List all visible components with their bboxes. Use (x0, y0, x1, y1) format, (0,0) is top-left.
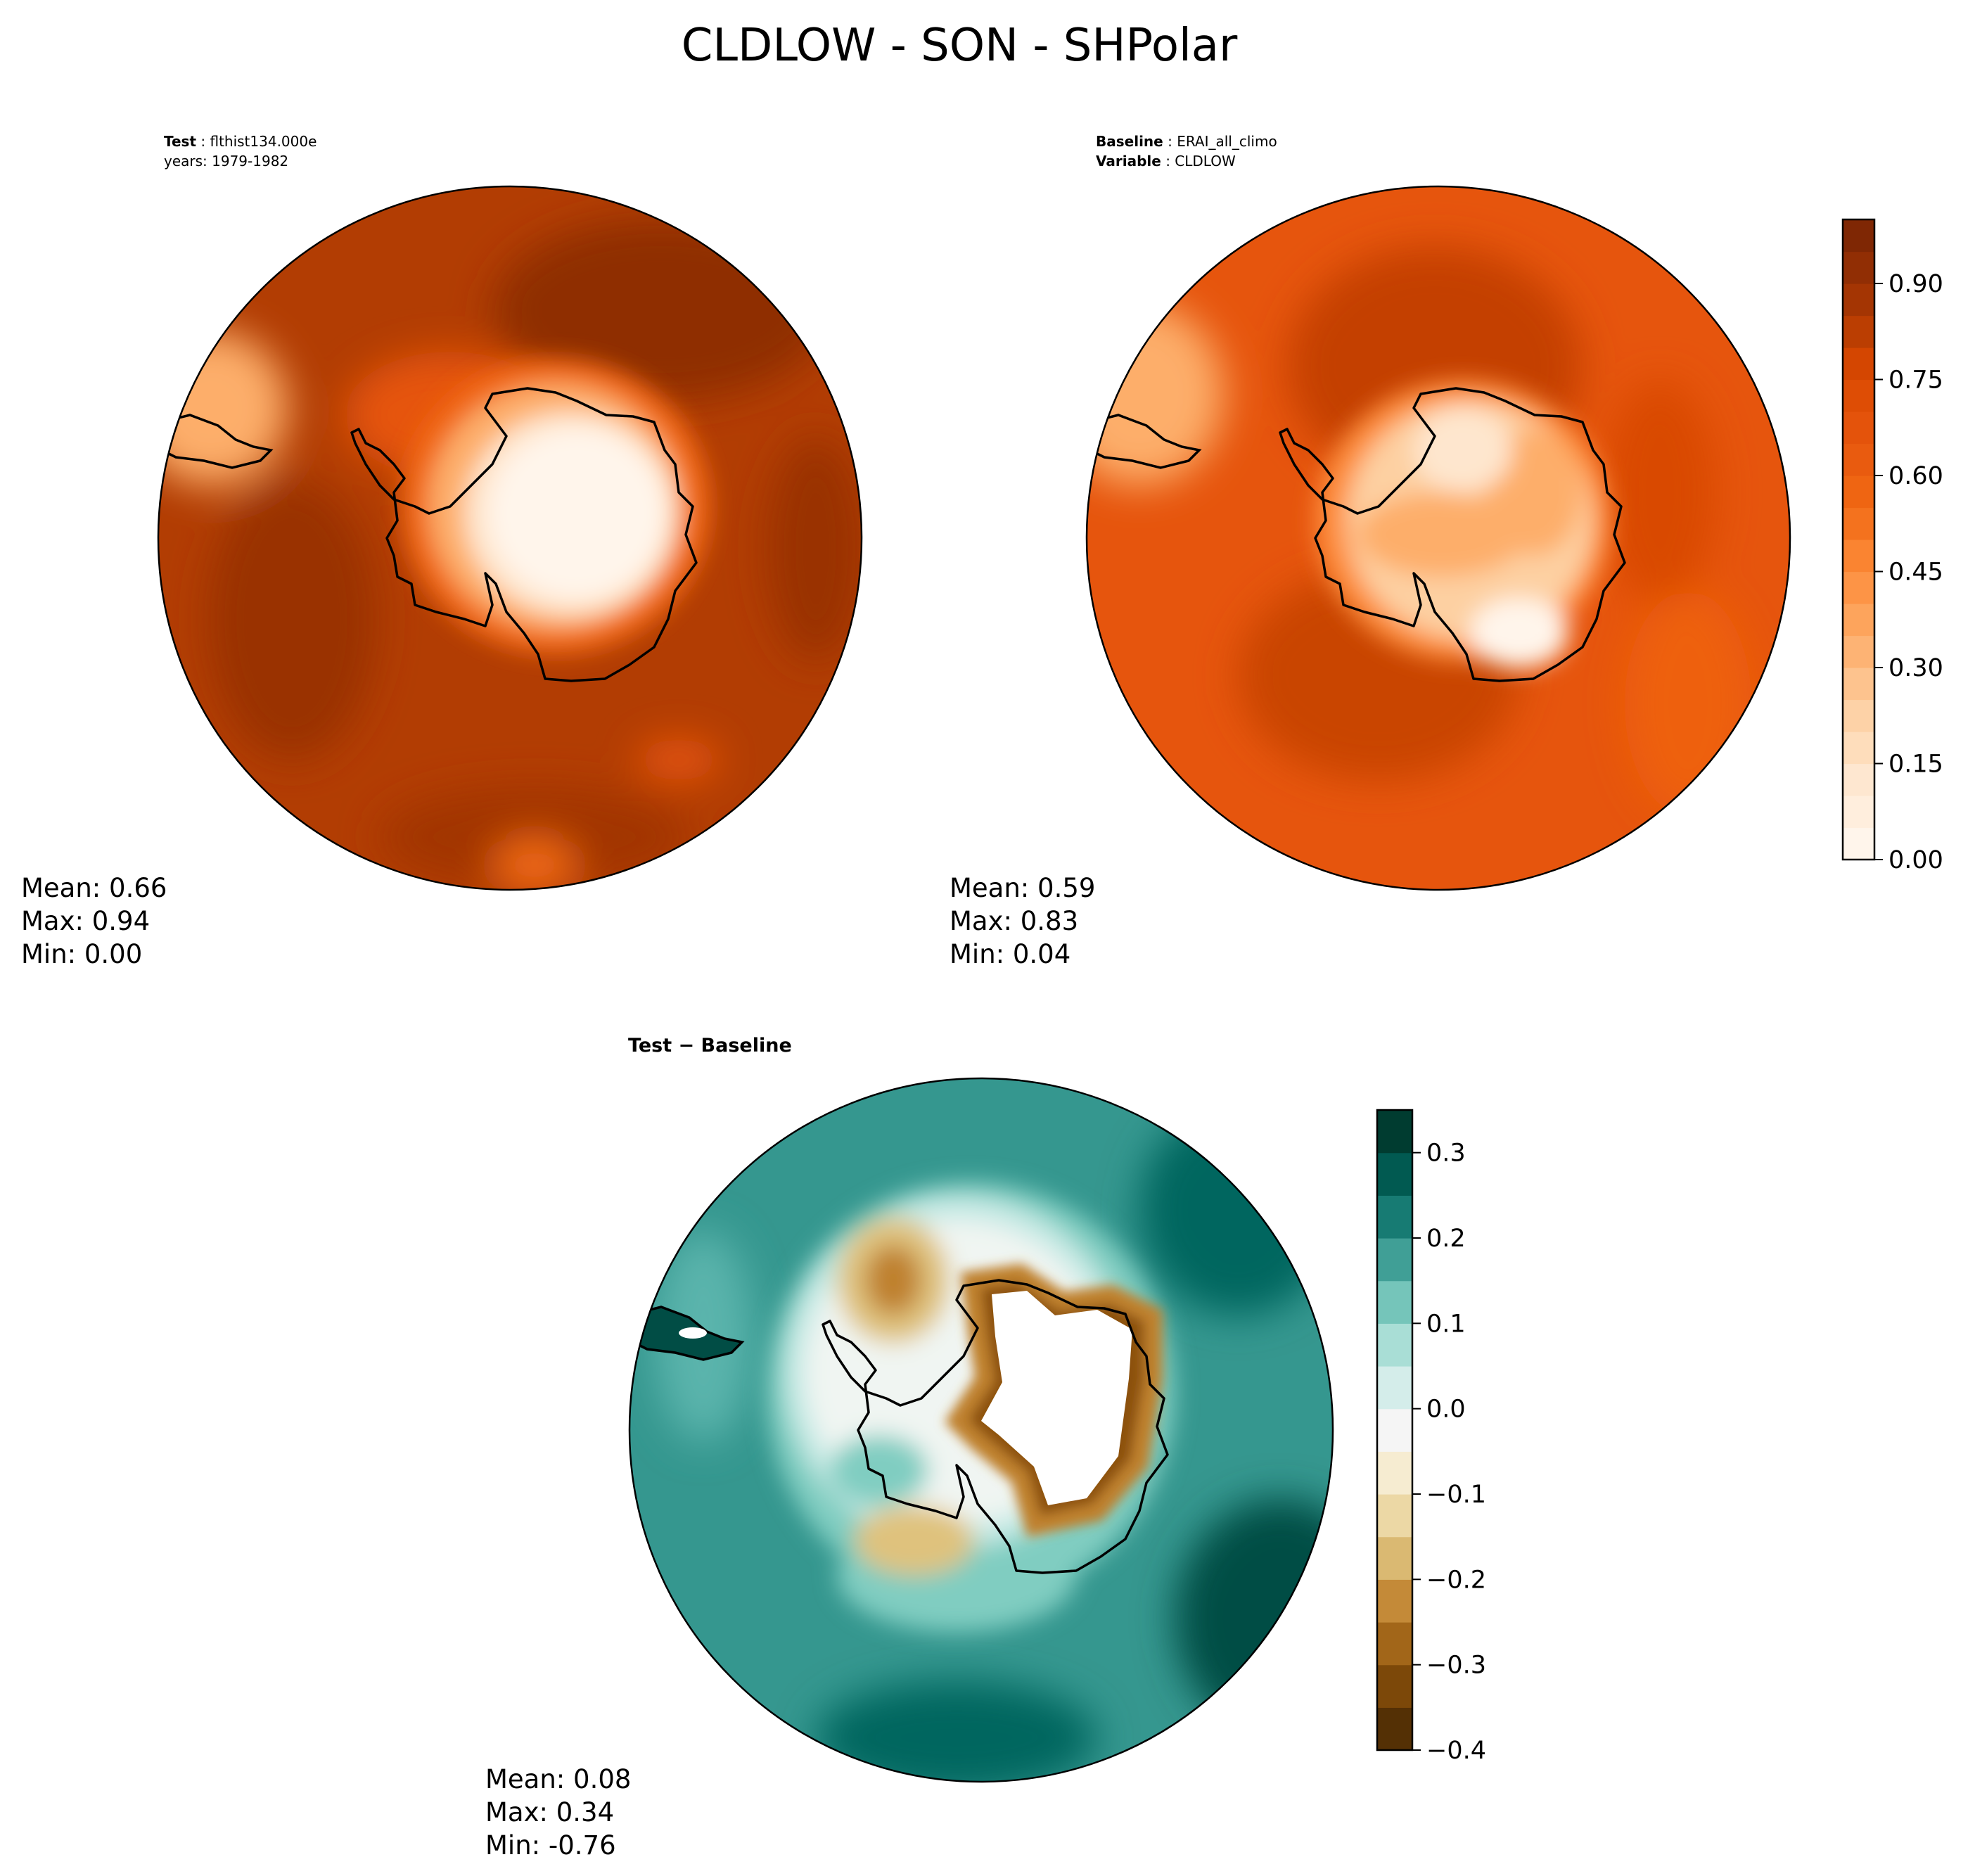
colorbar-main-level-16 (1843, 315, 1874, 348)
baseline-coastline (1279, 387, 1626, 682)
colorbar-main-level-6 (1843, 635, 1874, 668)
colorbar-main-level-1 (1843, 796, 1874, 829)
baseline-label-value: ERAI_all_climo (1177, 133, 1277, 150)
colorbar-main-level-2 (1843, 763, 1874, 796)
colorbar-diff-level-7 (1377, 1408, 1412, 1452)
difference-map (629, 1078, 1333, 1782)
colorbar-main-tick-label-2: 0.30 (1888, 654, 1943, 682)
colorbar-main-level-19 (1843, 219, 1874, 253)
baseline-label-sep: : (1163, 133, 1177, 150)
figure-title: CLDLOW - SON - SHPolar (682, 20, 1238, 72)
colorbar-diff-level-12 (1377, 1195, 1412, 1239)
difference-missing-sa (679, 1327, 707, 1339)
colorbar-main: 0.00 0.15 0.30 0.45 0.60 0.75 0.90 (1841, 218, 1943, 874)
colorbar-main-level-17 (1843, 283, 1874, 317)
colorbar-diff-level-6 (1377, 1451, 1412, 1495)
test-mean: Mean: 0.66 (21, 873, 167, 903)
difference-title: Test − Baseline (628, 1035, 792, 1057)
colorbar-diff-tick-label-3: −0.1 (1426, 1481, 1486, 1509)
colorbar-diff-level-11 (1377, 1238, 1412, 1282)
colorbar-diff-level-5 (1377, 1494, 1412, 1538)
difference-coastline (822, 1279, 1169, 1574)
colorbar-main-level-9 (1843, 540, 1874, 573)
test-years-line: years: 1979-1982 (164, 153, 288, 170)
difference-mean: Mean: 0.08 (485, 1764, 631, 1794)
baseline-map-border (1085, 185, 1791, 891)
colorbar-main-outline (1841, 218, 1876, 861)
colorbar-main-level-7 (1843, 604, 1874, 637)
colorbar-main-tick-label-5: 0.75 (1888, 366, 1943, 395)
colorbar-diff-level-9 (1377, 1323, 1412, 1367)
baseline-max: Max: 0.83 (950, 906, 1078, 936)
baseline-header-line1: Baseline : ERAI_all_climo (1096, 133, 1277, 150)
colorbar-diff-tick-label-1: −0.3 (1426, 1652, 1486, 1680)
colorbar-diff-level-0 (1377, 1707, 1412, 1751)
baseline-label-key: Baseline (1096, 133, 1163, 150)
colorbar-main-level-4 (1843, 699, 1874, 732)
colorbar-main-level-3 (1843, 732, 1874, 765)
baseline-map (1087, 186, 1790, 890)
colorbar-diff-tick-label-2: −0.2 (1426, 1566, 1486, 1594)
colorbar-main-level-10 (1843, 507, 1874, 540)
colorbar-diff-level-13 (1377, 1152, 1412, 1196)
colorbar-diff-level-10 (1377, 1280, 1412, 1324)
colorbar-diff-level-1 (1377, 1664, 1412, 1708)
colorbar-main-level-11 (1843, 476, 1874, 509)
colorbar-main-level-18 (1843, 251, 1874, 284)
colorbar-main-level-8 (1843, 571, 1874, 604)
test-panel: Test : flthist134.000e years: 1979-1982 (21, 133, 863, 969)
colorbar-main-level-15 (1843, 347, 1874, 381)
colorbar-main-level-13 (1843, 411, 1874, 445)
colorbar-diff-outline (1376, 1109, 1414, 1751)
colorbar-main-tick-label-3: 0.45 (1888, 559, 1943, 587)
colorbar-diff-level-14 (1377, 1110, 1412, 1154)
baseline-min: Min: 0.04 (950, 939, 1070, 969)
test-coastline-sa (161, 414, 274, 469)
colorbar-diff-level-8 (1377, 1366, 1412, 1410)
difference-missing-interior (981, 1291, 1132, 1505)
test-coastline (350, 387, 698, 682)
test-header-line1: Test : flthist134.000e (164, 133, 317, 150)
colorbar-main-tick-label-0: 0.00 (1888, 846, 1943, 874)
test-map-border (157, 185, 863, 891)
baseline-variable-value: CLDLOW (1175, 153, 1236, 170)
colorbar-main-level-12 (1843, 443, 1874, 476)
colorbar-main-level-0 (1843, 827, 1874, 860)
colorbar-diff-tick-label-0: −0.4 (1426, 1737, 1486, 1765)
baseline-variable-sep: : (1161, 153, 1175, 170)
test-max: Max: 0.94 (21, 906, 150, 936)
baseline-mean: Mean: 0.59 (950, 873, 1095, 903)
colorbar-diff-tick-label-7: 0.3 (1426, 1140, 1466, 1168)
colorbar-diff-level-2 (1377, 1622, 1412, 1666)
test-map (158, 186, 862, 890)
difference-min: Min: -0.76 (485, 1830, 616, 1861)
baseline-header-line2: Variable : CLDLOW (1096, 153, 1236, 170)
colorbar-diff-level-4 (1377, 1536, 1412, 1580)
test-min: Min: 0.00 (21, 939, 142, 969)
test-label-value: flthist134.000e (210, 133, 317, 150)
difference-panel: Test − Baseline (485, 1035, 1334, 1861)
colorbar-main-tick-label-1: 0.15 (1888, 751, 1943, 779)
baseline-variable-key: Variable (1096, 153, 1161, 170)
baseline-coastline-sa (1089, 414, 1202, 469)
colorbar-diff-tick-label-4: 0.0 (1426, 1396, 1466, 1424)
difference-max: Max: 0.34 (485, 1797, 614, 1827)
colorbar-diff-level-3 (1377, 1579, 1412, 1623)
colorbar-main-level-14 (1843, 379, 1874, 412)
test-label-sep: : (196, 133, 210, 150)
colorbar-diff: −0.4 −0.3 −0.2 −0.1 0.0 0.1 0.2 0.3 (1376, 1109, 1486, 1765)
colorbar-diff-tick-label-5: 0.1 (1426, 1310, 1466, 1338)
colorbar-main-tick-label-4: 0.60 (1888, 462, 1943, 490)
colorbar-diff-tick-label-6: 0.2 (1426, 1225, 1466, 1253)
test-label-key: Test (164, 133, 196, 150)
colorbar-main-tick-label-6: 0.90 (1888, 270, 1943, 298)
colorbar-main-level-5 (1843, 668, 1874, 701)
baseline-panel: Baseline : ERAI_all_climo Variable : CLD… (950, 133, 1791, 969)
difference-map-border (628, 1077, 1334, 1783)
